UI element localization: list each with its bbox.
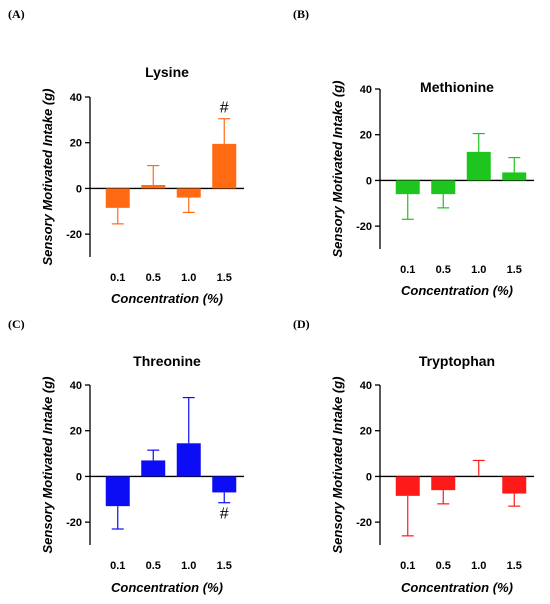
x-tick-label: 1.0 xyxy=(181,560,196,572)
y-axis-title: Sensory Motivated Intake (g) xyxy=(40,377,55,554)
x-tick-label: 1.0 xyxy=(471,560,486,572)
y-tick-label: -20 xyxy=(356,517,372,529)
chart-panel-1: (B) Methionine -20 0 20 40 0.1 0.5 1.0 1.5 Sensory… xyxy=(293,7,534,298)
y-axis-title: Sensory Motivated Intake (g) xyxy=(330,377,345,554)
bar xyxy=(395,476,420,496)
x-axis-title: Concentration (%) xyxy=(111,291,223,306)
x-axis-title: Concentration (%) xyxy=(401,580,513,595)
x-tick-label: 1.0 xyxy=(181,272,196,284)
chart-title: Methionine xyxy=(420,79,494,95)
chart-panel-0: (A) Lysine -20 0 20 40 0.1 0.5 1.0 1.5 # Sensory Mo… xyxy=(8,7,244,306)
x-tick-label: 0.1 xyxy=(400,560,415,572)
x-tick-label: 1.5 xyxy=(507,560,522,572)
y-tick-label: -20 xyxy=(66,229,82,241)
x-tick-label: 0.1 xyxy=(110,272,125,284)
y-tick-label: 20 xyxy=(70,138,82,150)
bar xyxy=(141,185,166,189)
significance-marker: # xyxy=(220,506,229,523)
y-tick-label: 0 xyxy=(366,175,372,187)
y-tick-label: 20 xyxy=(360,426,372,438)
panel-label: (D) xyxy=(293,317,310,331)
y-tick-label: 40 xyxy=(360,84,372,96)
y-tick-label: 0 xyxy=(76,471,82,483)
chart-title: Tryptophan xyxy=(419,353,495,369)
bar xyxy=(176,443,201,477)
bar xyxy=(431,180,456,195)
x-tick-label: 0.5 xyxy=(146,272,161,284)
x-tick-label: 0.5 xyxy=(436,560,451,572)
x-tick-label: 1.5 xyxy=(217,560,232,572)
x-tick-label: 1.0 xyxy=(471,264,486,276)
x-tick-label: 1.5 xyxy=(507,264,522,276)
x-axis-title: Concentration (%) xyxy=(111,580,223,595)
bar xyxy=(105,188,130,208)
bar xyxy=(141,460,166,477)
bar xyxy=(176,188,201,198)
bar xyxy=(105,476,130,507)
x-tick-label: 1.5 xyxy=(217,272,232,284)
x-tick-label: 0.5 xyxy=(436,264,451,276)
y-tick-label: 40 xyxy=(70,380,82,392)
x-tick-label: 0.1 xyxy=(400,264,415,276)
bar xyxy=(466,151,491,181)
panel-label: (A) xyxy=(8,7,25,21)
x-tick-label: 0.5 xyxy=(146,560,161,572)
chart-panel-3: (D) Tryptophan -20 0 20 40 0.1 0.5 1.0 1.5 Sensory… xyxy=(293,317,534,595)
y-tick-label: 20 xyxy=(70,426,82,438)
bar xyxy=(212,143,237,189)
y-axis-title: Sensory Motivated Intake (g) xyxy=(330,81,345,258)
bar xyxy=(502,172,527,181)
chart-panel-2: (C) Threonine -20 0 20 40 0.1 0.5 1.0 1.5 # Sensory… xyxy=(8,317,244,595)
y-tick-label: 0 xyxy=(366,471,372,483)
panel-label: (C) xyxy=(8,317,25,331)
bar xyxy=(502,476,527,494)
y-tick-label: 20 xyxy=(360,130,372,142)
x-tick-label: 0.1 xyxy=(110,560,125,572)
bar xyxy=(395,180,420,195)
y-tick-label: 40 xyxy=(360,380,372,392)
y-tick-label: -20 xyxy=(66,517,82,529)
bar xyxy=(212,476,237,493)
panel-label: (B) xyxy=(293,7,309,21)
y-tick-label: 40 xyxy=(70,92,82,104)
chart-title: Threonine xyxy=(133,353,201,369)
bar xyxy=(431,476,456,491)
y-tick-label: 0 xyxy=(76,183,82,195)
y-tick-label: -20 xyxy=(356,221,372,233)
significance-marker: # xyxy=(220,100,229,117)
x-axis-title: Concentration (%) xyxy=(401,283,513,298)
y-axis-title: Sensory Motivated Intake (g) xyxy=(40,89,55,266)
chart-title: Lysine xyxy=(145,64,189,80)
